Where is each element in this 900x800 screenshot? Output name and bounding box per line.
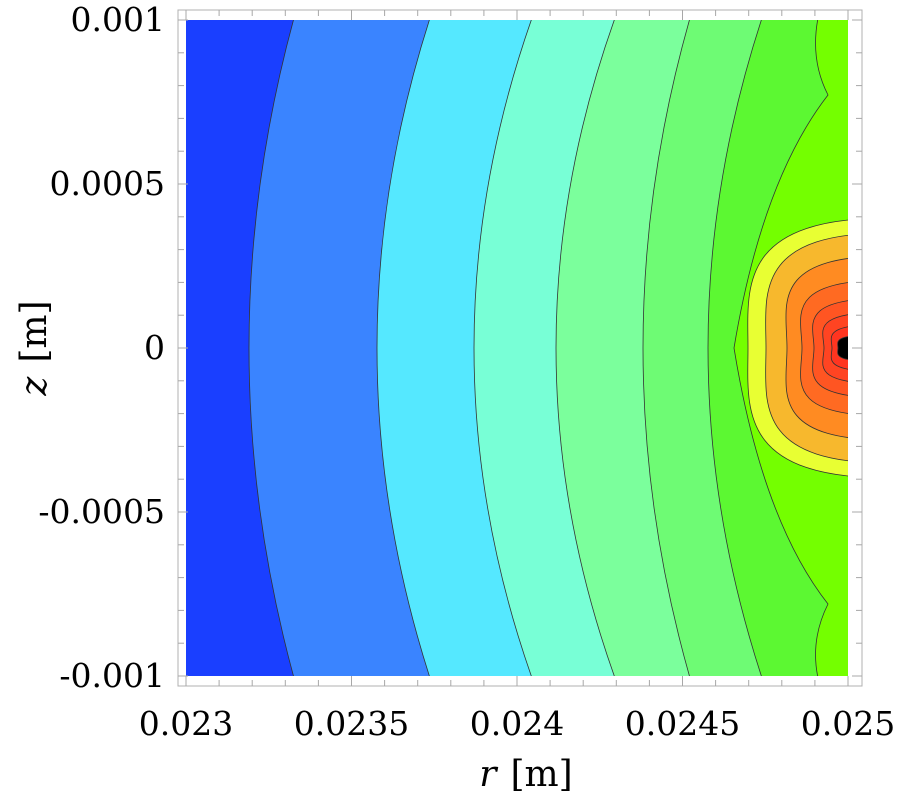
y-axis-unit: [m] — [14, 300, 55, 362]
x-axis-label: r [m] — [479, 754, 572, 795]
x-tick-label: 0.0245 — [625, 704, 740, 743]
x-axis-ticks — [185, 10, 849, 686]
y-tick-label: 0.001 — [71, 0, 165, 39]
x-tick-label: 0.023 — [139, 704, 233, 743]
x-axis-unit: [m] — [510, 754, 572, 795]
y-tick-label: -0.0005 — [38, 492, 165, 531]
y-axis-ticks — [178, 19, 862, 677]
contour-band-15 — [837, 336, 848, 360]
y-tick-label: -0.001 — [59, 656, 165, 695]
y-tick-label: 0.0005 — [50, 164, 165, 203]
x-tick-label: 0.024 — [470, 704, 564, 743]
y-axis-label: z [m] — [14, 300, 55, 396]
x-tick-label: 0.0235 — [294, 704, 409, 743]
x-axis-var: r — [479, 754, 498, 795]
y-axis-var: z — [14, 376, 55, 397]
contour-bands — [186, 20, 848, 676]
y-tick-labels: -0.001 -0.0005 0 0.0005 0.001 — [38, 0, 165, 695]
y-tick-label: 0 — [144, 328, 165, 367]
x-tick-label: 0.025 — [801, 704, 895, 743]
x-tick-labels: 0.023 0.0235 0.024 0.0245 0.025 — [139, 704, 895, 743]
